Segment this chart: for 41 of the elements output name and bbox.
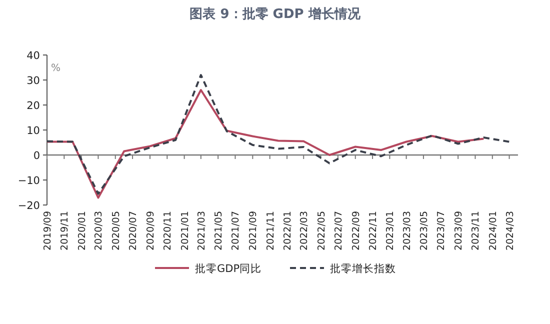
y-tick-label: 30 xyxy=(26,75,40,87)
x-tick-label: 2021/01 xyxy=(180,211,191,250)
x-tick-label: 2019/09 xyxy=(42,211,54,250)
x-tick-label: 2023/05 xyxy=(418,211,430,250)
x-tick-label: 2020/03 xyxy=(94,211,105,250)
x-tick-label: 2021/03 xyxy=(196,211,208,250)
y-tick-label: −10 xyxy=(18,175,40,187)
x-tick-label: 2021/11 xyxy=(265,211,276,250)
x-tick-label: 2022/09 xyxy=(350,211,362,250)
line-series xyxy=(46,74,510,195)
x-tick-label: 2022/05 xyxy=(316,211,328,250)
x-tick-label: 2020/05 xyxy=(110,211,122,250)
x-tick-label: 2022/07 xyxy=(333,211,344,250)
x-tick-label: 2023/07 xyxy=(436,211,448,250)
x-tick-label: 2019/11 xyxy=(60,211,71,250)
line-series xyxy=(46,89,485,199)
x-tick-label: 2022/11 xyxy=(368,211,380,250)
x-tick-label: 2023/01 xyxy=(385,211,396,250)
x-tick-label: 2023/11 xyxy=(470,211,482,250)
y-axis-title: % xyxy=(51,63,61,74)
x-tick-label: 2021/07 xyxy=(230,211,242,250)
x-tick-label: 2024/03 xyxy=(504,211,516,250)
y-tick-label: 10 xyxy=(26,125,40,137)
x-tick-label: 2020/01 xyxy=(76,211,88,250)
x-tick-label: 2020/07 xyxy=(128,211,140,250)
y-tick-label: 0 xyxy=(33,150,40,162)
x-tick-label: 2020/11 xyxy=(162,211,174,250)
x-tick-label: 2024/01 xyxy=(488,211,499,250)
chart-title: 图表 9：批零 GDP 增长情况 xyxy=(190,7,362,22)
x-tick-label: 2020/09 xyxy=(145,211,156,250)
x-tick-label: 2023/03 xyxy=(402,211,413,250)
x-tick-label: 2021/05 xyxy=(214,211,225,250)
legend-label: 批零GDP同比 xyxy=(195,262,262,275)
x-tick-label: 2021/09 xyxy=(248,211,260,250)
x-tick-label: 2023/09 xyxy=(454,211,465,250)
y-tick-label: −20 xyxy=(18,200,40,212)
x-tick-label: 2022/01 xyxy=(282,211,294,250)
x-tick-label: 2022/03 xyxy=(299,211,310,250)
legend-label: 批零增长指数 xyxy=(330,262,396,275)
y-tick-label: 20 xyxy=(26,100,40,112)
y-tick-label: 40 xyxy=(26,50,40,62)
